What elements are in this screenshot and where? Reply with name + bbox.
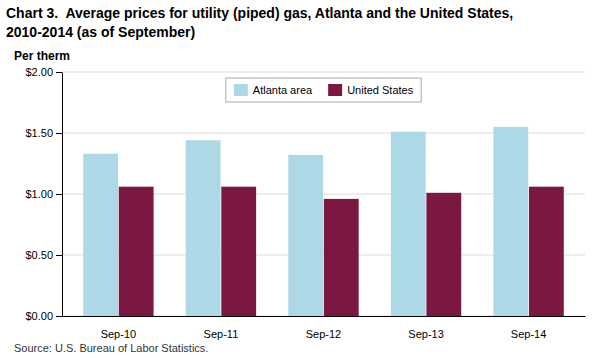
bars <box>83 127 564 316</box>
tick: $1.50 <box>25 127 62 139</box>
bar <box>221 187 256 316</box>
tick-label: $1.00 <box>25 188 53 200</box>
annotation: Source: U.S. Bureau of Labor Statistics. <box>14 342 208 354</box>
grid-line <box>62 72 585 73</box>
bar <box>529 187 564 316</box>
tick-label: Sep-10 <box>101 328 136 340</box>
tick-label: Sep-11 <box>204 328 239 340</box>
tick-label: Sep-12 <box>306 328 341 340</box>
x-axis: Sep-10 Sep-11 Sep-12 Sep-13 Sep-14 <box>63 317 586 341</box>
bar <box>83 154 118 316</box>
legend-swatch <box>234 84 248 96</box>
legend-label: United States <box>347 84 414 96</box>
tick: Sep-13 <box>408 328 443 340</box>
tick-label: Sep-14 <box>511 328 546 340</box>
plot: $0.00$0.50$1.00$1.50$2.00Sep-10Sep-11Sep… <box>25 66 585 340</box>
y-label: Per therm <box>14 49 70 63</box>
bar <box>391 132 426 316</box>
tick: Sep-12 <box>306 328 341 340</box>
bar <box>119 187 154 316</box>
tick-label: $2.00 <box>25 66 53 78</box>
series <box>83 127 528 316</box>
tick-mark <box>56 194 62 195</box>
grid <box>62 72 585 316</box>
tick-mark <box>56 133 62 134</box>
tick: Sep-10 <box>101 328 136 340</box>
bar <box>288 155 323 316</box>
bar <box>186 140 221 316</box>
tick: Sep-11 <box>204 328 239 340</box>
legend-frame <box>226 78 421 102</box>
legend: Atlanta area United States <box>226 78 421 102</box>
tick-mark <box>56 255 62 256</box>
bar <box>426 193 461 316</box>
tick: $2.00 <box>25 66 62 78</box>
legend-label: Atlanta area <box>253 84 313 96</box>
tick-mark <box>56 72 62 73</box>
series <box>119 187 564 316</box>
legend-swatch <box>328 84 342 96</box>
bar <box>493 127 528 316</box>
subtitle: 2010-2014 (as of September) <box>6 24 195 40</box>
tick-mark <box>56 316 62 317</box>
tick-label: $0.50 <box>25 249 53 261</box>
bar <box>324 199 359 316</box>
title: Chart 3. Average prices for utility (pip… <box>6 5 513 21</box>
axis-line <box>62 73 63 317</box>
tick: $0.00 <box>25 310 62 322</box>
chart: Chart 3. Average prices for utility (pip… <box>0 0 605 358</box>
tick: Sep-14 <box>511 328 546 340</box>
y-axis: $0.00 $0.50 $1.00 $1.50 $2.00 <box>25 66 62 322</box>
tick-label: $0.00 <box>25 310 53 322</box>
axis-line <box>63 316 586 317</box>
tick: $0.50 <box>25 249 62 261</box>
tick-label: $1.50 <box>25 127 53 139</box>
tick: $1.00 <box>25 188 62 200</box>
tick-label: Sep-13 <box>408 328 443 340</box>
